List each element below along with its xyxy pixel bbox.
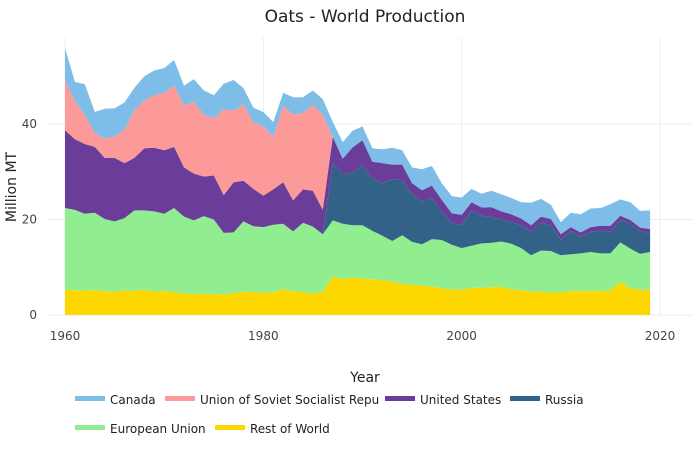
x-axis-ticks: 1960 1980 2000 2020 (50, 329, 676, 343)
area-canada (65, 48, 651, 235)
legend-item-canada[interactable]: Canada (75, 393, 156, 407)
legend-swatch (510, 396, 540, 401)
x-tick-label: 2000 (446, 329, 477, 343)
legend-item-union-of-soviet-socialist-repu[interactable]: Union of Soviet Socialist Repu (165, 393, 379, 407)
legend-swatch (165, 396, 195, 401)
area-union-of-soviet-socialist-repu (65, 80, 651, 235)
legend-item-rest-of-world[interactable]: Rest of World (215, 422, 330, 436)
y-axis-label: Million MT (4, 151, 20, 222)
area-series (65, 48, 651, 315)
x-tick-label: 2020 (645, 329, 676, 343)
y-tick-label: 0 (29, 308, 37, 322)
area-united-states (65, 130, 651, 240)
legend-swatch (75, 425, 105, 430)
y-tick-label: 40 (22, 117, 37, 131)
legend-label: Canada (110, 393, 156, 407)
x-axis-label: Year (349, 370, 380, 386)
y-axis-ticks: 0 20 40 (22, 117, 37, 322)
legend-label: Rest of World (250, 422, 330, 436)
legend-label: United States (420, 393, 501, 407)
x-tick-label: 1980 (248, 329, 279, 343)
x-tick-label: 1960 (50, 329, 81, 343)
legend: Canada Union of Soviet Socialist Repu Unit… (75, 393, 584, 436)
legend-label: Union of Soviet Socialist Repu (200, 393, 379, 407)
legend-label: European Union (110, 422, 206, 436)
legend-item-russia[interactable]: Russia (510, 393, 584, 407)
area-rest-of-world (65, 276, 651, 315)
y-tick-label: 20 (22, 212, 37, 226)
legend-label: Russia (545, 393, 584, 407)
chart-title: Oats - World Production (265, 7, 466, 27)
area-european-union (65, 208, 651, 295)
legend-item-united-states[interactable]: United States (385, 393, 501, 407)
legend-swatch (215, 425, 245, 430)
area-russia (65, 163, 651, 256)
legend-swatch (385, 396, 415, 401)
legend-swatch (75, 396, 105, 401)
legend-item-european-union[interactable]: European Union (75, 422, 206, 436)
